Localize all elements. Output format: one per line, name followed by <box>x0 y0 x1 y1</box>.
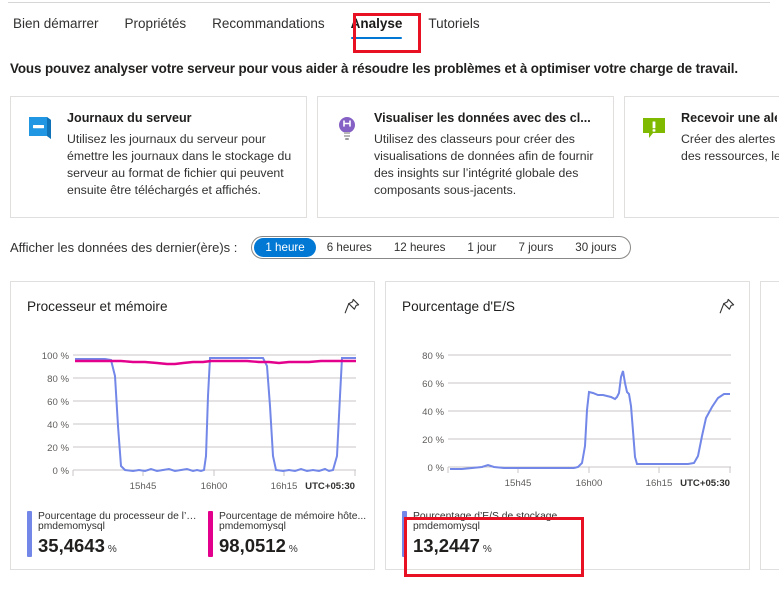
chart-plot-area: 100 % 80 % 60 % 40 % 20 % 0 % <box>11 336 374 511</box>
card-workbooks[interactable]: Visualiser les données avec des cl... Ut… <box>317 96 614 218</box>
chart-title: Processeur et mémoire <box>27 299 168 314</box>
time-option-6-heures[interactable]: 6 heures <box>326 241 372 254</box>
pin-icon[interactable] <box>343 297 361 315</box>
tab-label: Bien démarrer <box>13 16 99 31</box>
time-range-row: Afficher les données des dernier(ère)s :… <box>10 236 631 259</box>
tab-strip: Bien démarrer Propriétés Recommandations… <box>0 12 493 50</box>
tab-recommandations[interactable]: Recommandations <box>199 12 338 41</box>
chart-card-partial <box>760 281 779 570</box>
time-option-1-jour[interactable]: 1 jour <box>467 241 497 254</box>
legend-value-number: 35,4643 <box>38 535 105 556</box>
card-server-logs[interactable]: Journaux du serveur Utilisez les journau… <box>10 96 307 218</box>
ytick-label: 40 % <box>47 420 69 431</box>
lightbulb-icon <box>332 113 362 143</box>
card-alerts[interactable]: Recevoir une alerte Créer des alertes po… <box>624 96 779 218</box>
card-description: Utilisez des classeurs pour créer des vi… <box>374 132 594 197</box>
card-title: Journaux du serveur <box>67 111 192 125</box>
ytick-label: 60 % <box>422 379 444 390</box>
xtick-label: 16h15 <box>271 481 298 492</box>
chart-title: Pourcentage d'E/S <box>402 299 515 314</box>
card-title: Visualiser les données avec des cl... <box>374 111 591 125</box>
xtick-label: 16h00 <box>576 478 603 489</box>
legend-resource-name: pmdemomysql <box>38 521 105 532</box>
top-divider <box>8 2 770 3</box>
tab-label: Propriétés <box>124 16 187 31</box>
tab-label: Recommandations <box>212 16 325 31</box>
series-line-io <box>450 370 730 470</box>
legend-item-cpu[interactable]: Pourcentage du processeur de l’hôte... p… <box>27 511 198 557</box>
legend-value: 35,4643% <box>38 535 198 557</box>
legend-value-number: 98,0512 <box>219 535 286 556</box>
chart-card-pourcentage-es: Pourcentage d'E/S 80 % 60 % 40 % 20 % 0 … <box>385 281 750 570</box>
series-line-cpu <box>75 357 356 473</box>
ytick-label: 80 % <box>47 374 69 385</box>
time-option-1-heure[interactable]: 1 heure <box>254 238 316 257</box>
time-option-12-heures[interactable]: 12 heures <box>393 241 446 254</box>
series-line-memory <box>75 359 356 366</box>
time-range-label: Afficher les données des dernier(ère)s : <box>10 240 238 255</box>
ytick-label: 60 % <box>47 397 69 408</box>
ytick-label: 0 % <box>52 466 69 477</box>
xtick-label: 15h45 <box>505 478 532 489</box>
legend-value-number: 13,2447 <box>413 535 480 556</box>
pin-icon[interactable] <box>718 297 736 315</box>
legend-color-swatch <box>27 511 32 557</box>
chart-svg-cpu-memory: 100 % 80 % 60 % 40 % 20 % 0 % <box>42 351 356 492</box>
chart-plot-area: 80 % 60 % 40 % 20 % 0 % 15h45 <box>386 336 749 511</box>
chart-legend: Pourcentage d’E/S de stockage ... pmdemo… <box>402 511 739 557</box>
tab-underline <box>350 36 403 39</box>
card-description: Utilisez les journaux du serveur pour ém… <box>67 132 292 197</box>
legend-value-unit: % <box>288 544 298 555</box>
legend-value: 98,0512% <box>219 535 366 557</box>
ytick-label: 80 % <box>422 351 444 362</box>
legend-value-unit: % <box>482 544 492 555</box>
timezone-label: UTC+05:30 <box>680 478 730 489</box>
legend-item-memory[interactable]: Pourcentage de mémoire hôte... pmdemomys… <box>208 511 366 557</box>
tab-bien-demarrer[interactable]: Bien démarrer <box>0 12 112 41</box>
tab-proprietes[interactable]: Propriétés <box>112 12 200 41</box>
legend-color-swatch <box>208 511 213 557</box>
legend-color-swatch <box>402 511 407 557</box>
tab-tutoriels[interactable]: Tutoriels <box>415 12 492 41</box>
ytick-label: 40 % <box>422 407 444 418</box>
chart-card-processeur-memoire: Processeur et mémoire 100 % 80 % 60 % 40… <box>10 281 375 570</box>
card-description: Créer des alertes pour surveiller l’inté… <box>681 132 779 163</box>
time-option-7-jours[interactable]: 7 jours <box>518 241 554 254</box>
xtick-label: 16h00 <box>201 481 228 492</box>
ytick-label: 0 % <box>427 463 444 474</box>
tab-label: Tutoriels <box>428 16 480 31</box>
time-option-30-jours[interactable]: 30 jours <box>575 241 617 254</box>
ytick-label: 100 % <box>42 351 70 362</box>
ytick-label: 20 % <box>47 443 69 454</box>
tab-label: Analyse <box>350 16 403 31</box>
info-card-row: Journaux du serveur Utilisez les journau… <box>10 96 779 218</box>
legend-value: 13,2447% <box>413 535 569 557</box>
chart-legend: Pourcentage du processeur de l’hôte... p… <box>27 511 366 557</box>
alert-icon <box>639 113 669 143</box>
legend-resource-name: pmdemomysql <box>413 521 480 532</box>
ytick-label: 20 % <box>422 435 444 446</box>
legend-resource-name: pmdemomysql <box>219 521 286 532</box>
legend-value-unit: % <box>107 544 117 555</box>
chart-svg-io-percent: 80 % 60 % 40 % 20 % 0 % 15h45 <box>422 351 731 489</box>
xtick-label: 15h45 <box>130 481 157 492</box>
xtick-label: 16h15 <box>646 478 673 489</box>
page-description: Vous pouvez analyser votre serveur pour … <box>10 61 738 76</box>
book-icon <box>25 113 55 143</box>
chart-card-row: Processeur et mémoire 100 % 80 % 60 % 40… <box>10 281 779 570</box>
legend-item-io[interactable]: Pourcentage d’E/S de stockage ... pmdemo… <box>402 511 569 557</box>
timezone-label: UTC+05:30 <box>305 481 355 492</box>
card-title: Recevoir une alerte <box>681 111 777 125</box>
time-range-selector: 1 heure 6 heures 12 heures 1 jour 7 jour… <box>251 236 631 259</box>
tab-analyse[interactable]: Analyse <box>338 12 416 41</box>
